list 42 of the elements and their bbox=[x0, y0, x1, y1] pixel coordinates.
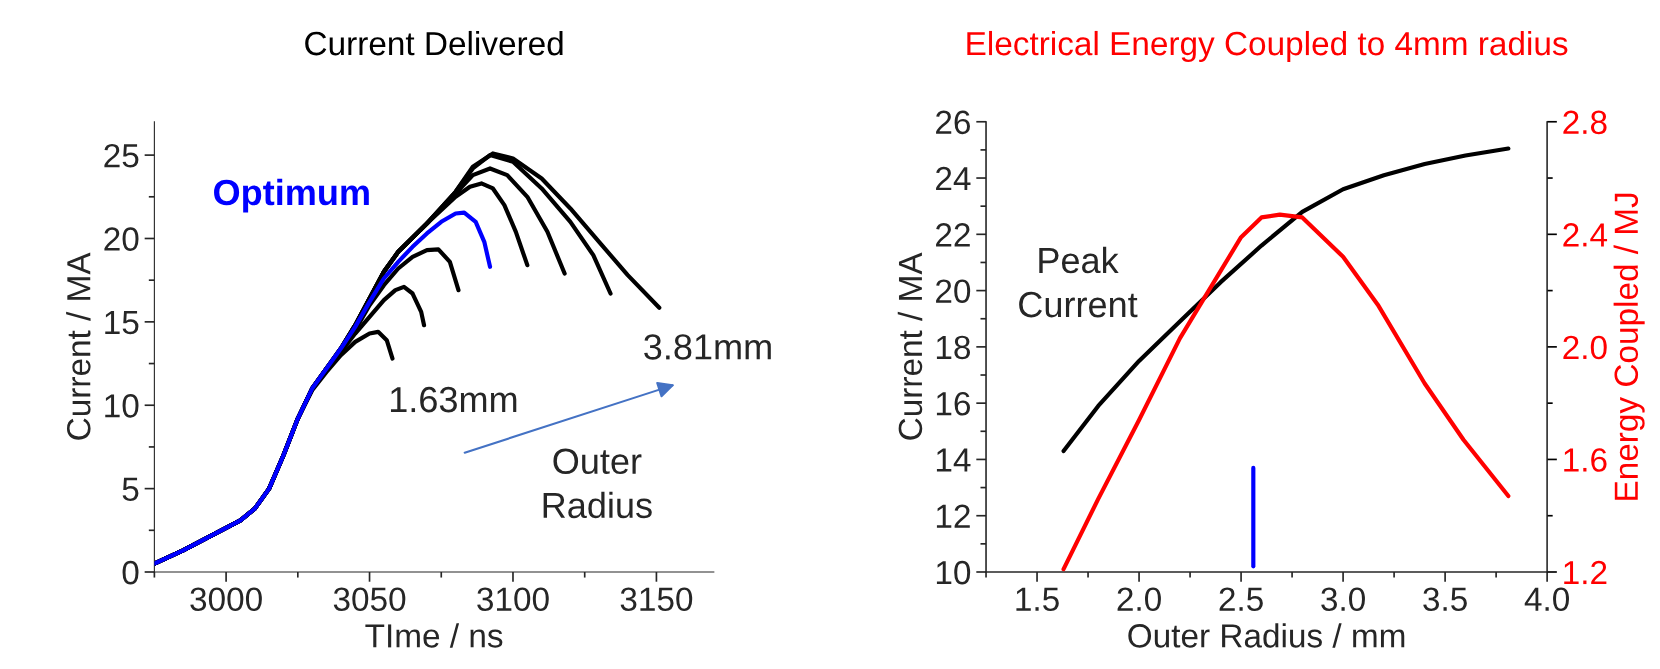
annotation: Outer Radius bbox=[543, 448, 652, 519]
y-tick-label: 26 bbox=[936, 110, 970, 135]
x-tick-label: 2.0 bbox=[1117, 587, 1161, 612]
chart-title: Current Delivered bbox=[305, 30, 563, 56]
y-tick-label: 15 bbox=[105, 311, 139, 335]
y-tick-label: 14 bbox=[936, 448, 971, 472]
chart-title: Electrical Energy Coupled to 4mm radius bbox=[967, 30, 1568, 63]
y2-tick-label: 2.8 bbox=[1563, 110, 1607, 135]
x-tick-label: 3.5 bbox=[1423, 587, 1467, 612]
x-tick-label: 3000 bbox=[190, 587, 262, 612]
x-tick-label: 4.0 bbox=[1524, 587, 1569, 612]
x-axis-title: Outer Radius / mm bbox=[1128, 623, 1405, 648]
y-tick-label: 0 bbox=[122, 560, 139, 585]
y-tick-label: 22 bbox=[936, 223, 970, 247]
x-tick-label: 3150 bbox=[620, 587, 693, 612]
y2-tick-label: 1.6 bbox=[1564, 448, 1607, 472]
y-tick-label: 24 bbox=[936, 166, 971, 191]
x-tick-label: 1.5 bbox=[1016, 587, 1059, 612]
y-tick-label: 16 bbox=[936, 391, 970, 416]
x-tick-label: 3050 bbox=[333, 587, 406, 612]
y-tick-label: 20 bbox=[936, 279, 971, 303]
annotation: Optimum bbox=[214, 178, 369, 213]
y-tick-label: 18 bbox=[936, 335, 971, 360]
y-tick-label: 20 bbox=[104, 227, 139, 251]
x-axis-title: TIme / ns bbox=[365, 623, 503, 648]
y-tick-label: 10 bbox=[105, 394, 139, 418]
annotation: Peak Current bbox=[1019, 246, 1138, 318]
y2-tick-label: 1.2 bbox=[1564, 560, 1607, 585]
y-axis-title: Current / MA bbox=[66, 252, 91, 440]
y-tick-label: 10 bbox=[936, 560, 971, 585]
x-tick-label: 3100 bbox=[477, 587, 549, 612]
y2-axis-title: Energy Coupled / MJ bbox=[1613, 193, 1645, 500]
x-tick-label: 3.0 bbox=[1321, 587, 1365, 612]
y2-tick-label: 2.0 bbox=[1563, 335, 1607, 360]
annotation: 1.63mm bbox=[390, 386, 517, 413]
x-tick-label: 2.5 bbox=[1219, 587, 1263, 612]
y2-tick-label: 2.4 bbox=[1563, 223, 1608, 247]
y-tick-label: 5 bbox=[122, 477, 139, 502]
y-axis-title: Current / MA bbox=[897, 252, 923, 440]
y-tick-label: 12 bbox=[936, 504, 970, 528]
annotation: 3.81mm bbox=[644, 334, 771, 360]
y-tick-label: 25 bbox=[104, 143, 139, 168]
